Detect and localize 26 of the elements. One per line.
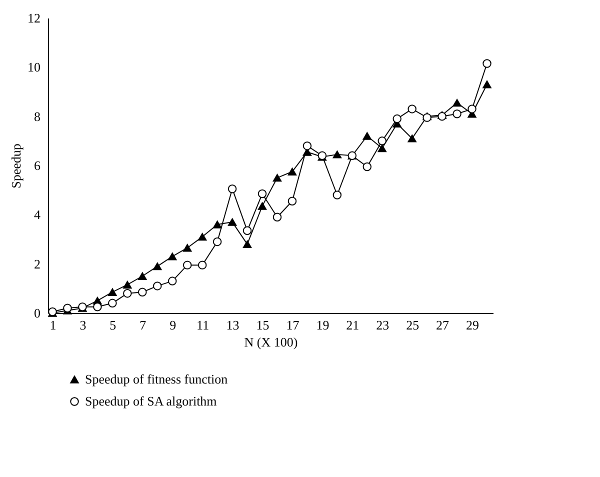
x-tick-label: 23 xyxy=(376,318,390,332)
x-tick-label: 11 xyxy=(196,318,210,332)
x-tick-label: 3 xyxy=(80,318,86,332)
legend-label: Speedup of fitness function xyxy=(85,372,228,386)
x-tick-label: 21 xyxy=(346,318,360,332)
x-tick-label: 1 xyxy=(50,318,56,332)
x-tick-label: 29 xyxy=(466,318,480,332)
x-tick-label: 19 xyxy=(316,318,330,332)
x-axis-title: N (X 100) xyxy=(244,334,298,350)
y-tick-label: 10 xyxy=(28,60,40,75)
y-tick-label: 12 xyxy=(28,10,40,26)
y-tick-label: 0 xyxy=(34,306,40,320)
y-tick-label: 2 xyxy=(34,256,40,272)
x-tick-label: 25 xyxy=(406,318,420,332)
y-tick-label: 6 xyxy=(34,158,41,173)
x-tick-label: 5 xyxy=(110,318,116,332)
x-tick-label: 27 xyxy=(436,318,450,332)
x-tick-label: 13 xyxy=(226,318,240,332)
y-tick-label: 4 xyxy=(34,207,41,222)
legend-label: Speedup of SA algorithm xyxy=(85,394,217,408)
x-tick-label: 15 xyxy=(256,318,270,332)
y-tick-label: 8 xyxy=(34,108,40,124)
y-axis-title: Speedup xyxy=(8,144,24,188)
x-tick-label: 17 xyxy=(286,318,300,332)
x-tick-label: 7 xyxy=(140,318,147,332)
x-tick-label: 9 xyxy=(170,318,176,332)
